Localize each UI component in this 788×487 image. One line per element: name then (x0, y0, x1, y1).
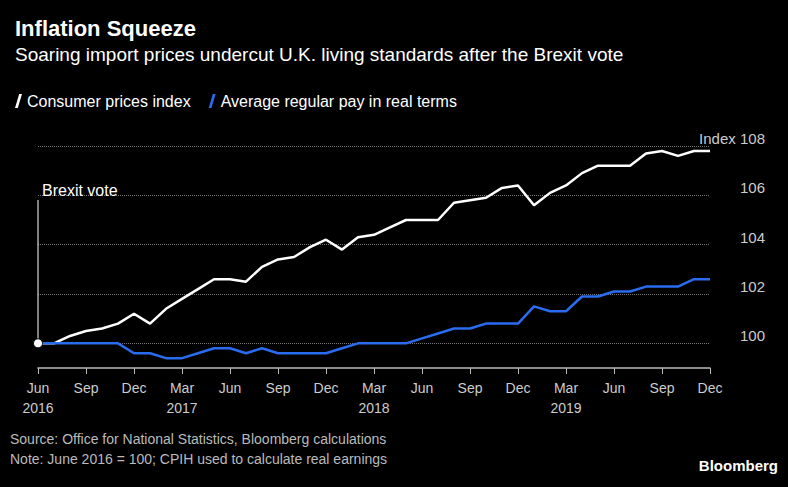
svg-text:Jun: Jun (27, 380, 50, 396)
svg-text:Dec: Dec (122, 380, 147, 396)
svg-text:2017: 2017 (166, 400, 197, 416)
svg-text:Dec: Dec (314, 380, 339, 396)
svg-text:Jun: Jun (603, 380, 626, 396)
svg-text:Consumer prices index: Consumer prices index (27, 93, 191, 110)
svg-text:Inflation Squeeze: Inflation Squeeze (15, 16, 196, 41)
svg-text:Sep: Sep (74, 380, 99, 396)
svg-text:Bloomberg: Bloomberg (699, 457, 778, 474)
svg-text:Dec: Dec (698, 380, 723, 396)
svg-text:Sep: Sep (650, 380, 675, 396)
svg-text:Soaring import prices undercut: Soaring import prices undercut U.K. livi… (15, 44, 623, 65)
svg-text:Jun: Jun (411, 380, 434, 396)
svg-text:Note: June 2016 = 100; CPIH us: Note: June 2016 = 100; CPIH used to calc… (10, 451, 387, 467)
svg-text:Brexit vote: Brexit vote (42, 182, 118, 199)
svg-text:Jun: Jun (219, 380, 242, 396)
svg-text:100: 100 (740, 327, 765, 344)
svg-text:2019: 2019 (550, 400, 581, 416)
svg-text:Index 108: Index 108 (699, 130, 765, 147)
svg-text:104: 104 (740, 229, 765, 246)
svg-text:Sep: Sep (458, 380, 483, 396)
svg-text:Dec: Dec (506, 380, 531, 396)
svg-text:Source: Office for National St: Source: Office for National Statistics, … (10, 431, 386, 447)
svg-text:102: 102 (740, 278, 765, 295)
svg-text:Mar: Mar (362, 380, 386, 396)
svg-text:2016: 2016 (22, 400, 53, 416)
svg-text:Mar: Mar (170, 380, 194, 396)
svg-text:Sep: Sep (266, 380, 291, 396)
svg-text:106: 106 (740, 179, 765, 196)
svg-text:Average regular pay in real te: Average regular pay in real terms (221, 93, 457, 110)
svg-text:Mar: Mar (554, 380, 578, 396)
svg-text:2018: 2018 (358, 400, 389, 416)
